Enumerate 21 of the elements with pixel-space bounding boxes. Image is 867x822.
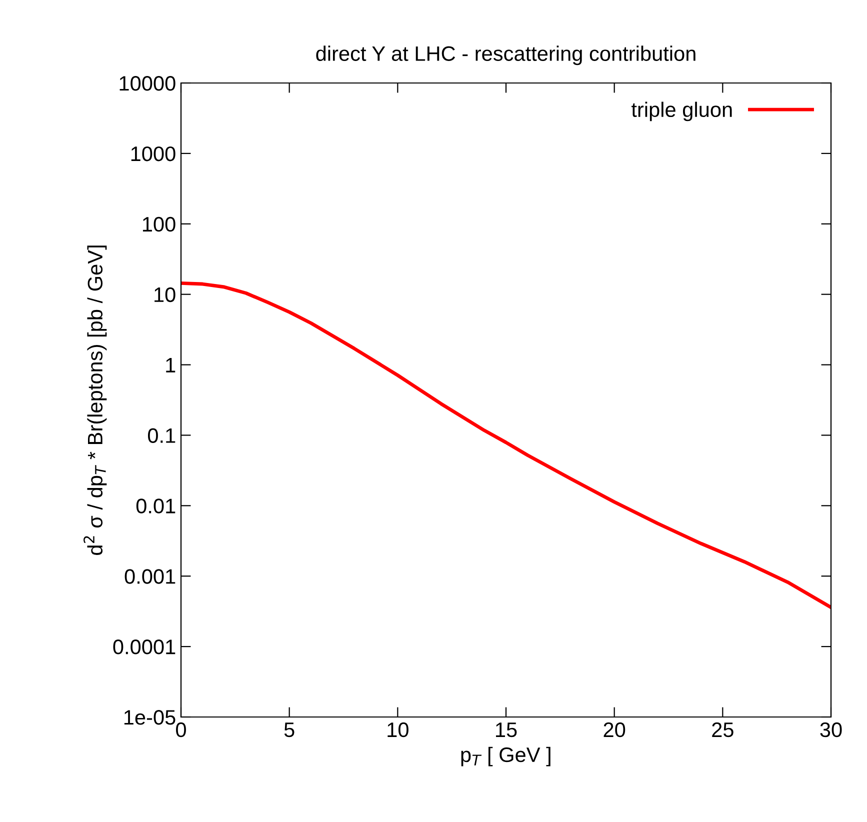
y-tick-label: 0.001 (124, 569, 176, 584)
x-tick-label: 30 (820, 722, 842, 738)
x-axis-title: p$_{T}$ [ GeV ] (461, 746, 550, 766)
y-tick-label: 1000 (131, 146, 176, 162)
y-tick-label: 0.0001 (113, 640, 176, 654)
x-tick-label: 25 (712, 722, 734, 738)
chart-title: direct Υ at LHC - rescattering contribution (316, 46, 696, 66)
y-axis-title: d$^{2}$ σ / dp$_{T}$ * Br(leptons) [pb / GeV] (84, 246, 107, 555)
y-tick-label: 0.01 (136, 498, 176, 514)
y-tick-label: 0.1 (148, 428, 176, 443)
x-tick-label: 15 (496, 722, 517, 738)
x-tick-label: 0 (176, 722, 186, 738)
y-tick-label: 1e-05 (124, 710, 176, 725)
x-tick-label: 5 (284, 722, 294, 738)
y-tick-label: 10000 (120, 76, 176, 91)
y-tick-label: 1 (166, 358, 176, 372)
y-tick-label: 10 (154, 287, 176, 302)
y-tick-label: 100 (142, 216, 176, 232)
x-tick-label: 20 (604, 722, 626, 738)
legend-label: triple gluon (631, 102, 732, 122)
x-tick-label: 10 (388, 722, 408, 738)
